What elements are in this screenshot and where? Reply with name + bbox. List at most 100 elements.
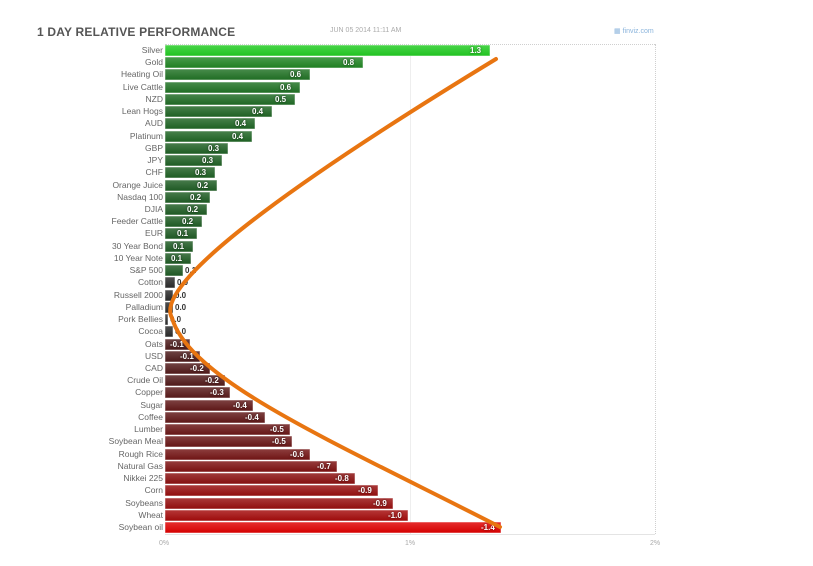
bar[interactable]	[165, 521, 501, 533]
bar[interactable]	[165, 179, 217, 191]
bar-value-label: 0.2	[190, 192, 202, 202]
bar[interactable]	[165, 497, 393, 509]
source-text: finviz.com	[622, 28, 654, 35]
bar[interactable]	[165, 289, 173, 301]
bar-row: Soybeans -0.9	[125, 497, 655, 510]
category-label: Natural Gas	[117, 460, 163, 471]
bar-row: CHF 0.3	[146, 167, 655, 179]
bar-value-label: -0.4	[233, 400, 247, 410]
bar-row: S&P 500 0.1	[130, 265, 655, 277]
category-label: Soybean oil	[118, 521, 163, 532]
bar-value-label: 1.3	[470, 46, 482, 55]
bar[interactable]	[165, 167, 215, 179]
category-label: Lumber	[134, 424, 163, 435]
bar-row: Lumber -0.5	[134, 424, 655, 436]
x-tick-0: 0%	[159, 540, 170, 547]
bar[interactable]	[165, 473, 355, 485]
x-tick-1: 1%	[405, 540, 416, 547]
x-tick-2: 2%	[650, 540, 661, 547]
category-label: Cocoa	[138, 326, 163, 337]
bar-row: Live Cattle 0.6	[123, 81, 655, 94]
category-label: Nikkei 225	[123, 473, 163, 484]
category-label: AUD	[145, 118, 163, 129]
bar[interactable]	[165, 265, 183, 277]
gridline-right	[655, 44, 656, 534]
bar-row: Copper -0.3	[135, 387, 655, 399]
category-label: Live Cattle	[122, 81, 163, 92]
bar-row: Palladium 0.0	[126, 301, 655, 314]
bar-row: Platinum 0.4	[130, 130, 655, 143]
bar[interactable]	[165, 314, 168, 326]
bar[interactable]	[165, 277, 175, 289]
category-label: NZD	[145, 93, 163, 104]
bar-value-label: 0.6	[290, 70, 302, 80]
bar[interactable]	[165, 191, 210, 203]
bar-value-label: 0.1	[171, 253, 183, 263]
bar-row: Natural Gas -0.7	[118, 460, 655, 473]
bar-row: Nasdaq 100 0.2	[117, 191, 655, 204]
bar-row: GBP 0.3	[145, 142, 655, 155]
bar-value-label: -0.7	[317, 461, 331, 471]
category-label: Soybean Meal	[108, 436, 163, 447]
bar-value-label: 0.2	[197, 180, 209, 190]
bar-row: Russell 2000 0.0	[114, 289, 655, 302]
bar-row: Oats -0.1	[145, 338, 655, 351]
bar-value-label: 0.2	[182, 217, 194, 227]
bar-value-label: 0.6	[280, 82, 292, 92]
category-label: CAD	[145, 362, 163, 373]
category-label: Silver	[141, 45, 163, 55]
bar-row: Soybean oil -1.4	[119, 521, 655, 534]
bar-row: Wheat -1.0	[138, 509, 655, 522]
bar-row: Crude Oil -0.2	[127, 375, 655, 387]
bar[interactable]	[165, 45, 490, 56]
chart-plot-area: Silver 1.3 Gold 0.8 Heating Oil 0.6 Live Cattl…	[109, 44, 656, 535]
bar-value-label: -0.2	[190, 363, 204, 373]
category-label: USD	[145, 350, 163, 361]
bar-row: Nikkei 225 -0.8	[123, 473, 655, 485]
timestamp: JUN 05 2014 11:11 AM	[330, 27, 402, 34]
bar[interactable]	[165, 460, 337, 472]
category-label: Rough Rice	[118, 448, 163, 459]
bar[interactable]	[165, 485, 378, 497]
bar[interactable]	[165, 57, 363, 69]
category-label: Copper	[135, 387, 163, 398]
bar-row: 30 Year Bond 0.1	[112, 240, 655, 253]
bar[interactable]	[165, 301, 173, 313]
category-label: Feeder Cattle	[111, 216, 164, 227]
bar-value-label: -0.1	[180, 351, 194, 361]
category-label: Wheat	[138, 509, 163, 520]
bar-row: Heating Oil 0.6	[121, 69, 655, 81]
bar-row: Cocoa 0.0	[138, 326, 655, 338]
category-label: Palladium	[125, 301, 163, 312]
bar[interactable]	[165, 448, 310, 460]
category-label: Coffee	[138, 411, 163, 422]
bar-value-label: -0.9	[373, 498, 387, 508]
category-label: S&P 500	[129, 265, 163, 276]
bar-value-label: -0.8	[335, 474, 349, 484]
bar[interactable]	[165, 69, 310, 81]
category-label: Oats	[145, 338, 163, 349]
bar-row: Pork Bellies 0.0	[118, 314, 655, 326]
bar-value-label: 0.4	[232, 131, 244, 141]
bar[interactable]	[165, 326, 173, 338]
bar[interactable]	[165, 509, 408, 521]
bar-value-label: 0.8	[343, 58, 355, 68]
source-link[interactable]: ▦ finviz.com	[614, 27, 654, 35]
bar-row: EUR 0.1	[145, 228, 655, 240]
bar-value-label: 0.4	[235, 119, 247, 129]
bar[interactable]	[165, 203, 207, 215]
bar-row: Feeder Cattle 0.2	[112, 216, 655, 228]
bar-value-label: -0.5	[272, 437, 286, 447]
category-label: JPY	[147, 155, 163, 166]
category-label: Sugar	[140, 399, 163, 410]
category-label: DJIA	[144, 203, 163, 214]
bar[interactable]	[165, 155, 222, 167]
category-label: Orange Juice	[112, 179, 163, 190]
bar-row: DJIA 0.2	[145, 203, 655, 216]
bar-value-label: 0.1	[173, 241, 185, 251]
bar-row: USD -0.1	[145, 350, 655, 363]
page-title: 1 DAY RELATIVE PERFORMANCE	[37, 25, 236, 39]
bar-row: Corn -0.9	[145, 485, 655, 497]
x-axis-line	[165, 534, 655, 535]
bar-value-label: -1.0	[388, 510, 402, 520]
